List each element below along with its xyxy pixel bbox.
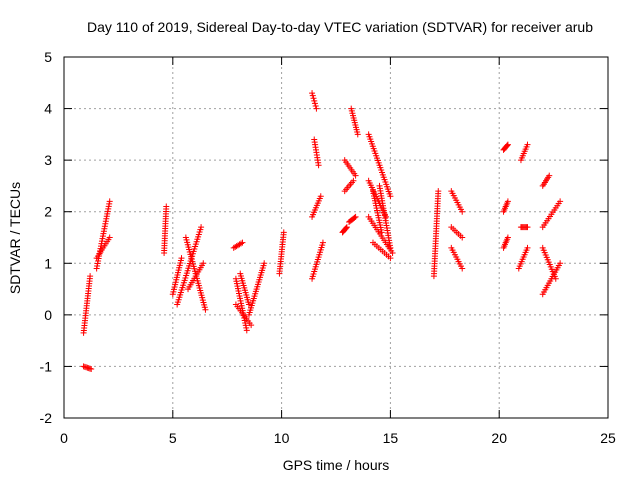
data-point-plus	[343, 224, 350, 231]
data-point-plus	[311, 97, 318, 104]
x-axis-label: GPS time / hours	[283, 457, 390, 473]
y-tick-label: 5	[44, 49, 52, 65]
data-point-plus	[313, 105, 320, 112]
data-point-plus	[317, 193, 324, 200]
y-tick-label: 4	[44, 101, 52, 117]
data-point-plus	[504, 141, 511, 148]
y-tick-label: 0	[44, 307, 52, 323]
data-point-plus	[87, 273, 94, 280]
data-point-plus	[200, 260, 207, 267]
data-point-plus	[459, 234, 466, 241]
data-point-plus	[435, 188, 442, 195]
data-point-plus	[178, 255, 185, 262]
data-point-plus	[504, 234, 511, 241]
data-point-plus	[354, 131, 361, 138]
grid-lines	[64, 57, 608, 418]
x-tick-label: 0	[60, 430, 68, 446]
data-point-plus	[387, 255, 394, 262]
x-tick-label: 15	[383, 430, 399, 446]
data-point-plus	[309, 92, 316, 99]
data-point-plus	[504, 198, 511, 205]
data-point-plus	[352, 172, 359, 179]
data-point-plus	[387, 193, 394, 200]
data-point-plus	[352, 213, 359, 220]
data-point-plus	[310, 95, 317, 102]
data-point-plus	[309, 90, 316, 97]
x-tick-label: 10	[274, 430, 290, 446]
data-point-plus	[389, 249, 396, 256]
data-point-plus	[350, 177, 357, 184]
data-point-plus	[106, 234, 113, 241]
data-point-plus	[343, 225, 350, 232]
y-axis-label: SDTVAR / TECUs	[7, 182, 23, 294]
data-point-plus	[504, 142, 511, 149]
y-tick-label: -2	[40, 410, 53, 426]
data-point-plus	[106, 198, 113, 205]
y-tick-label: -1	[40, 358, 53, 374]
data-point-plus	[319, 239, 326, 246]
data-point-plus	[261, 260, 268, 267]
data-point-plus	[198, 224, 205, 231]
data-point-plus	[243, 327, 250, 334]
data-point-plus	[237, 240, 244, 247]
data-point-plus	[557, 198, 564, 205]
data-point-plus	[552, 275, 559, 282]
data-point-plus	[239, 239, 246, 246]
x-tick-label: 20	[491, 430, 507, 446]
y-tick-label: 1	[44, 255, 52, 271]
data-point-plus	[557, 260, 564, 267]
data-point-plus	[163, 203, 170, 210]
data-point-plus	[524, 141, 531, 148]
y-tick-label: 3	[44, 152, 52, 168]
data-point-plus	[524, 244, 531, 251]
plot-frame	[63, 56, 609, 419]
data-point-plus	[311, 100, 318, 107]
data-points	[80, 90, 564, 373]
data-point-plus	[315, 162, 322, 169]
data-point-plus	[524, 224, 531, 231]
x-tick-label: 25	[600, 430, 616, 446]
data-point-plus	[248, 322, 255, 329]
data-point-plus	[312, 102, 319, 109]
data-point-plus	[88, 366, 95, 373]
data-point-plus	[378, 229, 385, 236]
data-point-plus	[546, 172, 553, 179]
axis-ticks: 0 5 10 15 20 25 -2 -1 0 1 2 3 4 5	[40, 49, 616, 446]
chart-title: Day 110 of 2019, Sidereal Day-to-day VTE…	[87, 19, 593, 35]
data-point-plus	[459, 208, 466, 215]
x-tick-label: 5	[169, 430, 177, 446]
data-point-plus	[387, 244, 394, 251]
data-point-plus	[459, 265, 466, 272]
data-point-plus	[202, 306, 209, 313]
data-point-plus	[280, 229, 287, 236]
data-point-plus	[351, 214, 358, 221]
data-point-plus	[245, 301, 252, 308]
y-tick-label: 2	[44, 204, 52, 220]
